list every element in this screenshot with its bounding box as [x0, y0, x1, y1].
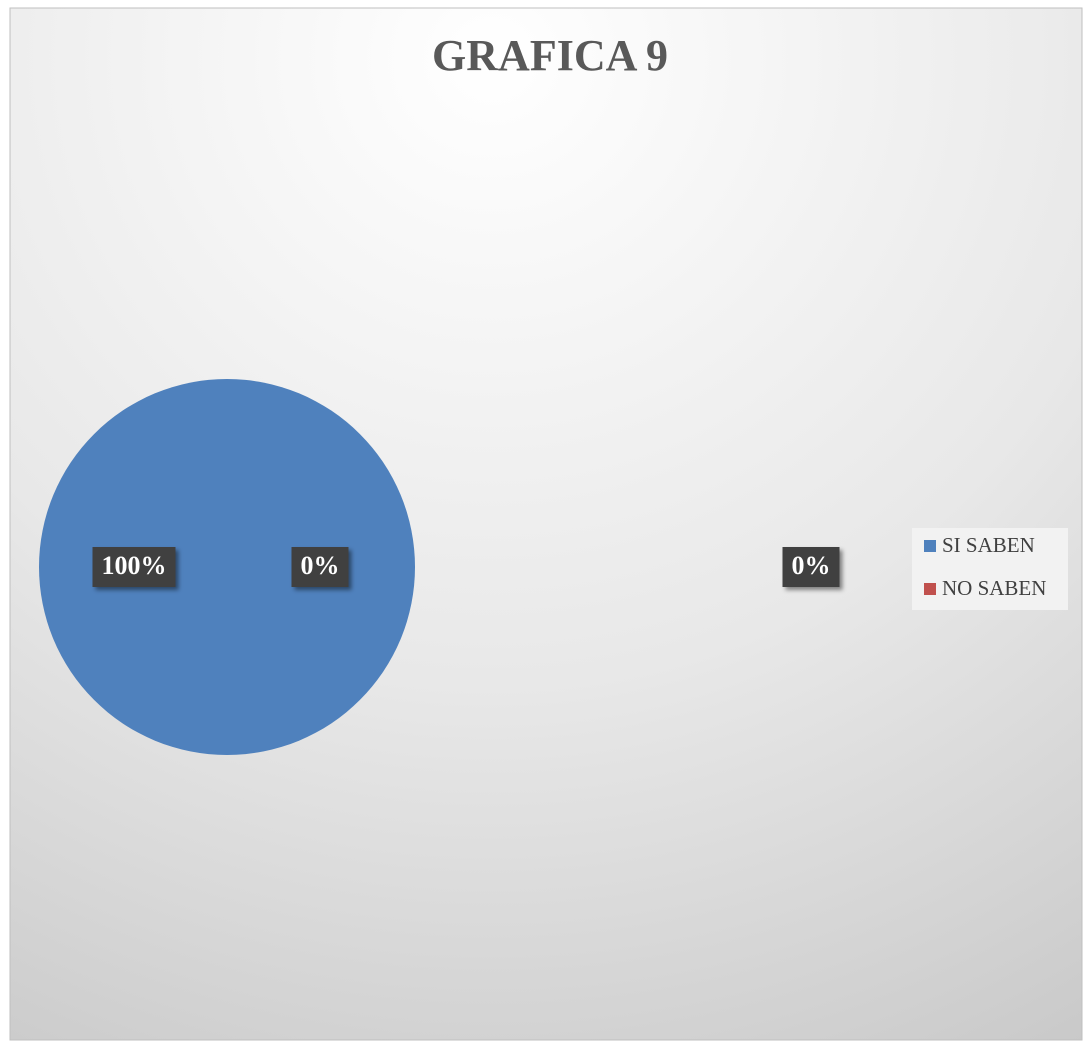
legend-swatch: [924, 540, 936, 552]
data-label: 0%: [301, 551, 340, 580]
data-label: 100%: [102, 551, 167, 580]
legend: [912, 528, 1068, 610]
legend-label: NO SABEN: [942, 576, 1046, 600]
pie-slice: [39, 379, 415, 755]
legend-label: SI SABEN: [942, 533, 1035, 557]
data-label-box: [782, 547, 840, 587]
data-label-box: [291, 547, 349, 587]
legend-swatch: [924, 583, 936, 595]
chart-title: GRAFICA 9: [432, 31, 668, 80]
data-label: 0%: [792, 551, 831, 580]
data-label-box: [92, 547, 176, 587]
